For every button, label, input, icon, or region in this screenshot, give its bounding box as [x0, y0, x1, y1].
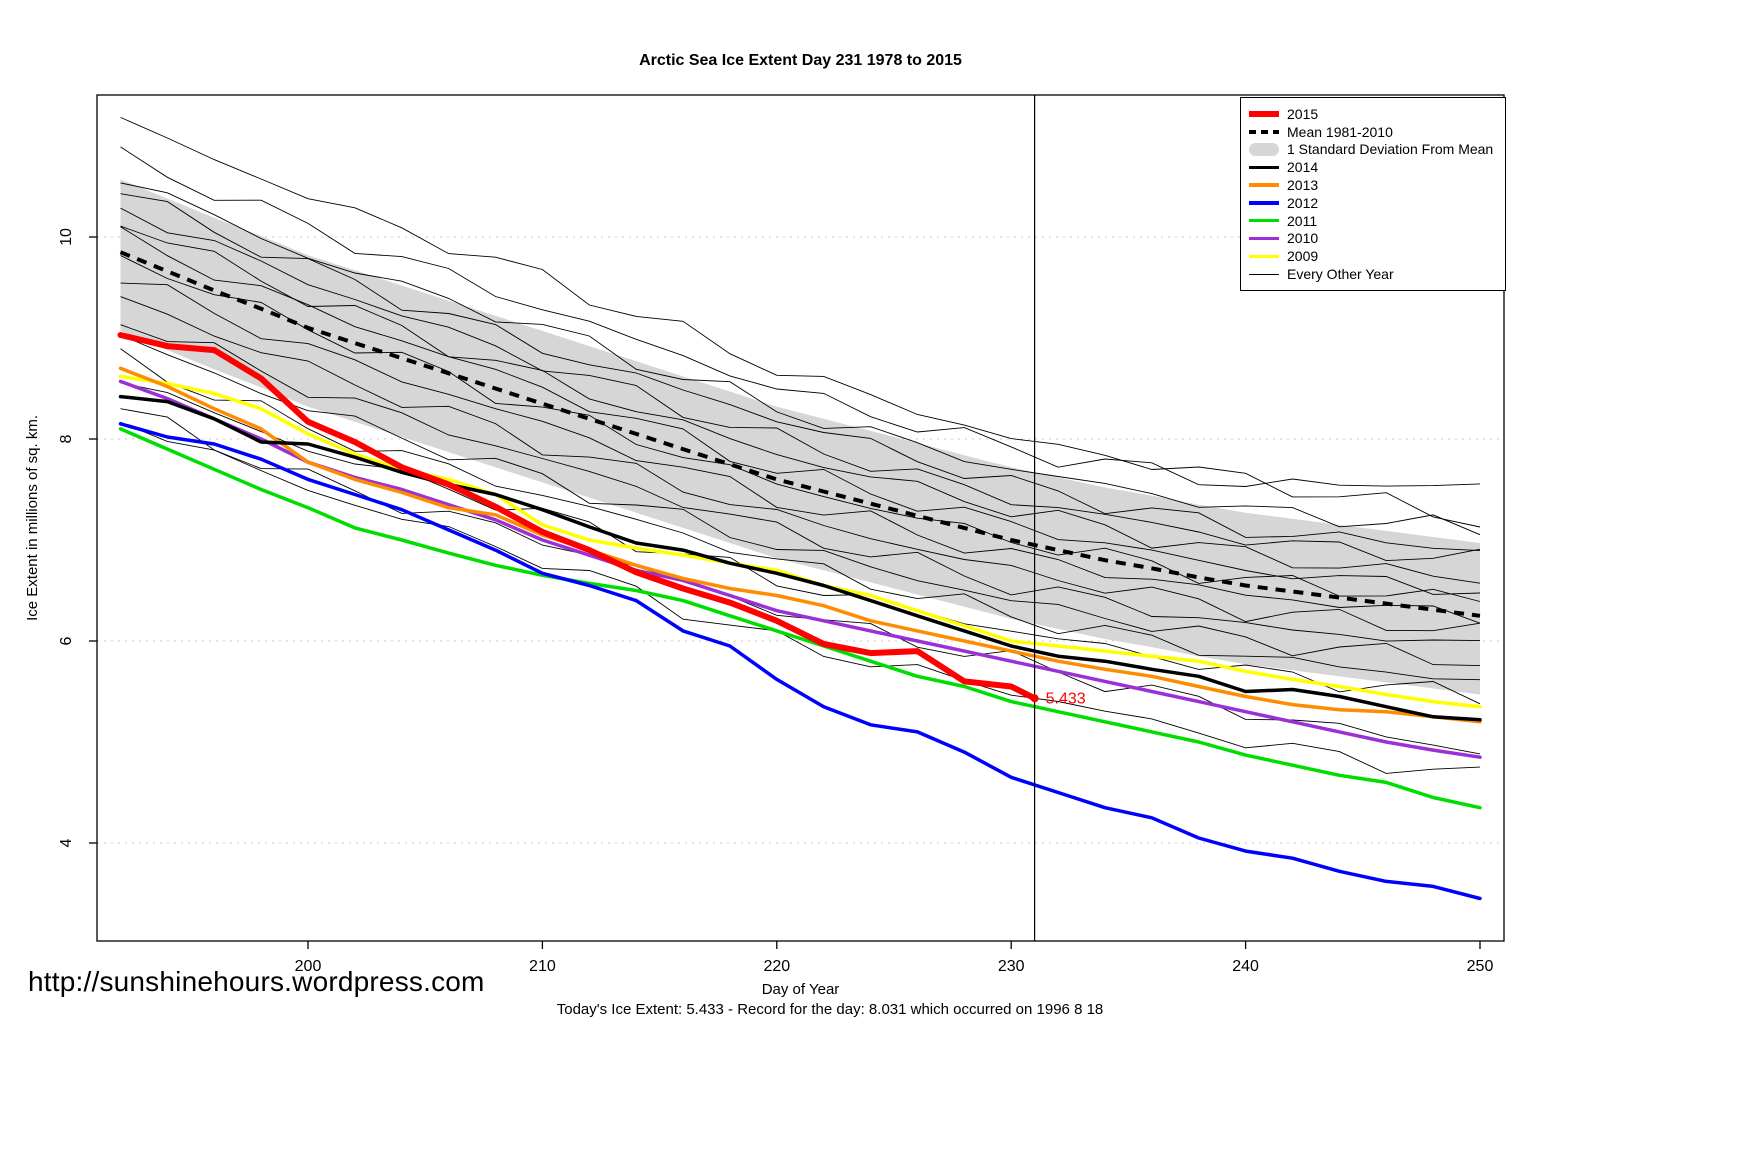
legend-item-1-standard-deviation-from-mean: 1 Standard Deviation From Mean	[1249, 141, 1497, 159]
line-swatch	[1249, 201, 1279, 205]
line-swatch	[1249, 254, 1279, 259]
legend-label: 2011	[1287, 212, 1318, 229]
line-swatch	[1249, 236, 1279, 241]
legend-item-2010: 2010	[1249, 230, 1497, 248]
legend-label: 1 Standard Deviation From Mean	[1287, 141, 1494, 158]
legend-label: Every Other Year	[1287, 266, 1394, 283]
line-swatch	[1249, 110, 1279, 117]
legend-label: 2009	[1287, 248, 1319, 265]
legend-item-2013: 2013	[1249, 176, 1497, 194]
svg-text:8: 8	[58, 434, 75, 443]
watermark-url: http://sunshinehours.wordpress.com	[28, 966, 485, 997]
legend-item-2014: 2014	[1249, 158, 1497, 176]
legend-label: 2014	[1287, 159, 1319, 176]
legend-item-2011: 2011	[1249, 212, 1497, 230]
legend-item-every-other-year: Every Other Year	[1249, 265, 1497, 283]
legend-label: Mean 1981-2010	[1287, 123, 1393, 140]
svg-text:220: 220	[763, 958, 790, 975]
line-swatch	[1249, 273, 1279, 275]
legend-label: 2015	[1287, 105, 1319, 122]
svg-text:6: 6	[58, 636, 75, 645]
legend: 2015 Mean 1981-2010 1 Standard Deviation F…	[1240, 97, 1506, 291]
svg-text:4: 4	[58, 838, 75, 847]
svg-text:5.433: 5.433	[1046, 690, 1086, 707]
legend-item-2009: 2009	[1249, 247, 1497, 265]
svg-text:230: 230	[998, 958, 1025, 975]
svg-text:210: 210	[529, 958, 556, 975]
svg-text:250: 250	[1467, 958, 1494, 975]
legend-item-2015: 2015	[1249, 105, 1497, 123]
line-swatch	[1249, 183, 1279, 187]
line-swatch	[1249, 218, 1279, 223]
line-swatch	[1249, 165, 1279, 170]
std-dev-band-swatch	[1249, 142, 1279, 156]
chart-title: Arctic Sea Ice Extent Day 231 1978 to 20…	[639, 52, 962, 69]
legend-label: 2013	[1287, 177, 1319, 194]
svg-text:10: 10	[58, 228, 75, 246]
dashed-line-swatch	[1249, 129, 1279, 134]
legend-label: 2012	[1287, 194, 1319, 211]
legend-item-mean-1981-2010: Mean 1981-2010	[1249, 123, 1497, 141]
svg-text:200: 200	[295, 958, 322, 975]
legend-label: 2010	[1287, 230, 1319, 247]
x-axis-label: Day of Year	[761, 981, 840, 998]
caption-today-extent: Today's Ice Extent: 5.433 - Record for t…	[556, 1001, 1104, 1018]
legend-item-2012: 2012	[1249, 194, 1497, 212]
svg-text:240: 240	[1232, 958, 1259, 975]
